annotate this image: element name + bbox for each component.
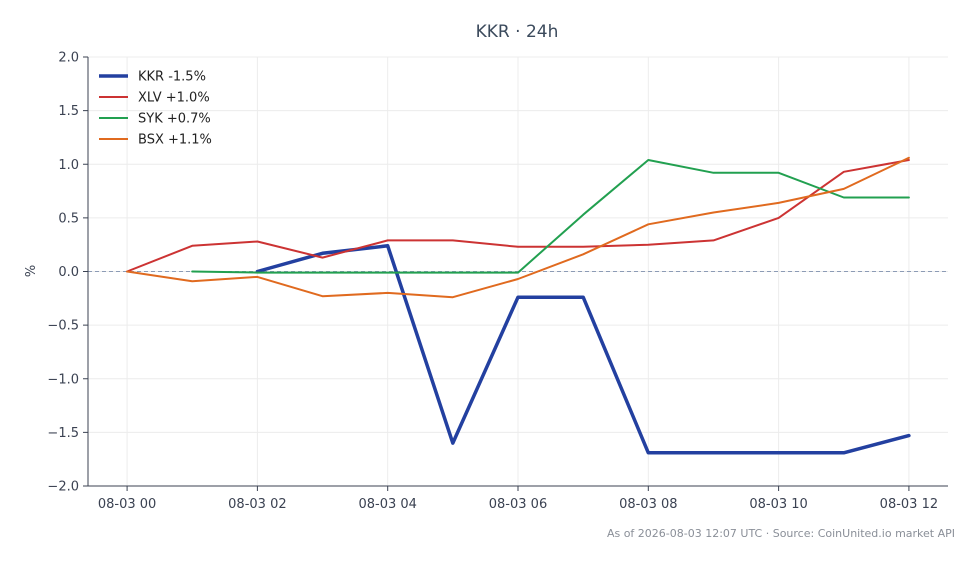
x-tick-label: 08-03 12	[880, 497, 938, 512]
legend-label-3: BSX +1.1%	[138, 133, 212, 148]
y-tick-label: −1.5	[47, 426, 79, 441]
series-lines	[126, 156, 911, 455]
footer-source: As of 2026-08-03 12:07 UTC · Source: Coi…	[607, 527, 955, 540]
y-axis-label: %	[24, 265, 39, 277]
x-tick-label: 08-03 08	[619, 497, 677, 512]
y-tick-label: 0.5	[58, 211, 79, 226]
y-tick-label: 2.0	[58, 51, 79, 66]
y-ticks: −2.0 −1.5 −1.0 −0.5 0.0 0.5 1.0 1.5 2.0	[47, 51, 88, 495]
series-line-3	[126, 156, 910, 299]
y-tick-label: 0.0	[58, 265, 79, 280]
series-line-2	[191, 159, 910, 274]
series-line-1	[126, 159, 910, 273]
legend-label-0: KKR -1.5%	[138, 70, 206, 85]
legend-label-1: XLV +1.0%	[138, 91, 210, 106]
chart-title: KKR · 24h	[476, 22, 559, 42]
x-ticks: 08-03 00 08-03 02 08-03 04 08-03 06 08-03 08…	[98, 486, 938, 512]
x-tick-label: 08-03 06	[489, 497, 547, 512]
legend: KKR -1.5% XLV +1.0% SYK +0.7% BSX +1.1%	[99, 70, 212, 148]
x-tick-label: 08-03 04	[358, 497, 416, 512]
y-tick-label: −2.0	[47, 480, 79, 495]
x-tick-label: 08-03 10	[749, 497, 807, 512]
x-tick-label: 08-03 00	[98, 497, 156, 512]
x-tick-label: 08-03 02	[228, 497, 286, 512]
y-tick-label: −1.0	[47, 372, 79, 387]
y-tick-label: 1.5	[58, 104, 79, 119]
y-tick-label: −0.5	[47, 319, 79, 334]
y-tick-label: 1.0	[58, 158, 79, 173]
legend-label-2: SYK +0.7%	[138, 112, 211, 127]
series-line-0	[255, 244, 911, 455]
